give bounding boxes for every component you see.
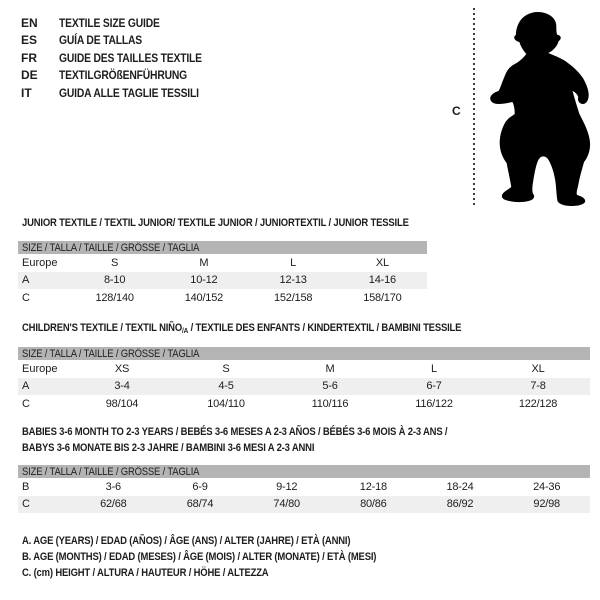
table-row-europe: Europe XS S M L XL — [18, 360, 590, 378]
cell: M — [199, 256, 209, 269]
cell: 24-36 — [533, 480, 561, 493]
cell: 152/158 — [273, 291, 313, 304]
lang-title: GUIDA ALLE TAGLIE TESSILI — [59, 85, 199, 100]
cell: S — [222, 362, 230, 375]
cell: 9-12 — [276, 480, 298, 493]
cell: XS — [114, 362, 130, 375]
table-row-height: C 62/68 68/74 74/80 80/86 86/92 92/98 — [18, 495, 590, 513]
lang-row-en: EN TEXTILE SIZE GUIDE — [21, 14, 225, 32]
table-row-age: A 3-4 4-5 5-6 6-7 7-8 — [18, 377, 590, 395]
junior-size-table: SIZE / TALLA / TAILLE / GRÖSSE / TAGLIA … — [18, 241, 427, 307]
cell: 12-13 — [279, 274, 307, 287]
table-row-age: A 8-10 10-12 12-13 14-16 — [18, 271, 427, 289]
cell: M — [325, 362, 335, 375]
cell: 122/128 — [518, 397, 558, 410]
table-row-height: C 98/104 104/110 110/116 116/122 122/128 — [18, 395, 590, 413]
row-label: A — [22, 274, 30, 287]
junior-section-title: JUNIOR TEXTILE / TEXTIL JUNIOR/ TEXTILE … — [22, 217, 409, 229]
children-section-title: CHILDREN'S TEXTILE / TEXTIL NIÑO/A / TEX… — [22, 322, 462, 335]
lang-title: TEXTILGRÖßENFÜHRUNG — [59, 68, 188, 83]
baby-silhouette — [490, 12, 591, 206]
lang-title: TEXTILE SIZE GUIDE — [59, 15, 160, 30]
row-label: C — [22, 498, 30, 511]
lang-row-it: IT GUIDA ALLE TAGLIE TESSILI — [21, 84, 225, 102]
cell: L — [431, 362, 437, 375]
height-measure-dotted-line — [473, 8, 475, 208]
cell: 12-18 — [359, 480, 387, 493]
cell: 74/80 — [273, 498, 300, 511]
cell: 3-4 — [114, 380, 130, 393]
table-row-age-months: B 3-6 6-9 9-12 12-18 18-24 24-36 — [18, 478, 590, 496]
babies-section-title: BABIES 3-6 MONTH TO 2-3 YEARS / BEBÉS 3-… — [22, 426, 448, 454]
cell: 7-8 — [530, 380, 546, 393]
lang-row-fr: FR GUIDE DES TAILLES TEXTILE — [21, 49, 225, 67]
cell: 68/74 — [186, 498, 214, 511]
cell: 140/152 — [184, 291, 224, 304]
size-header-bar: SIZE / TALLA / TAILLE / GRÖSSE / TAGLIA — [18, 347, 590, 360]
cell: 10-12 — [190, 274, 218, 287]
cell: 92/98 — [533, 498, 560, 511]
cell: 80/86 — [360, 498, 387, 511]
cell: 128/140 — [95, 291, 134, 304]
nino-a-subscript: /A — [182, 326, 189, 335]
size-header-bar: SIZE / TALLA / TAILLE / GRÖSSE / TAGLIA — [18, 465, 590, 478]
legend-line-a: A. AGE (YEARS) / EDAD (AÑOS) / ÂGE (ANS)… — [22, 535, 351, 547]
cell: 158/170 — [363, 291, 402, 304]
measure-label-c: C — [452, 104, 461, 118]
cell: 110/116 — [311, 397, 349, 410]
cell: L — [290, 256, 297, 269]
cell: 62/68 — [100, 498, 127, 511]
size-header-bar: SIZE / TALLA / TAILLE / GRÖSSE / TAGLIA — [18, 241, 427, 254]
row-label: Europe — [22, 362, 58, 375]
lang-code: IT — [21, 85, 32, 100]
row-label: B — [22, 480, 30, 493]
cell: 4-5 — [218, 380, 234, 393]
table-row-height: C 128/140 140/152 152/158 158/170 — [18, 289, 427, 307]
cell: 98/104 — [105, 397, 139, 410]
cell: 5-6 — [322, 380, 338, 393]
row-label: A — [22, 380, 30, 393]
row-label: C — [22, 397, 30, 410]
cell: XL — [375, 256, 389, 269]
row-label: C — [22, 291, 30, 304]
legend-line-b: B. AGE (MONTHS) / EDAD (MESES) / ÂGE (MO… — [22, 551, 377, 563]
cell: 8-10 — [104, 274, 126, 287]
cell: 104/110 — [207, 397, 245, 410]
cell: 18-24 — [446, 480, 474, 493]
children-size-table: SIZE / TALLA / TAILLE / GRÖSSE / TAGLIA … — [18, 347, 590, 413]
lang-code: DE — [21, 68, 38, 83]
cell: 86/92 — [446, 498, 474, 511]
cell: XL — [531, 362, 545, 375]
cell: 6-7 — [426, 380, 442, 393]
lang-title: GUÍA DE TALLAS — [59, 33, 143, 48]
cell: 116/122 — [415, 397, 453, 410]
lang-title: GUIDE DES TAILLES TEXTILE — [59, 50, 202, 65]
cell: 3-6 — [105, 480, 122, 493]
lang-code: ES — [21, 33, 38, 48]
babies-size-table: SIZE / TALLA / TAILLE / GRÖSSE / TAGLIA … — [18, 465, 590, 513]
legend-line-c: C. (cm) HEIGHT / ALTURA / HAUTEUR / HÖHE… — [22, 567, 269, 579]
lang-row-de: DE TEXTILGRÖßENFÜHRUNG — [21, 67, 225, 85]
lang-code: EN — [21, 15, 38, 30]
language-title-list: EN TEXTILE SIZE GUIDE ES GUÍA DE TALLAS … — [21, 14, 225, 102]
row-label: Europe — [22, 256, 58, 269]
cell: 14-16 — [368, 274, 396, 287]
cell: 6-9 — [192, 480, 208, 493]
lang-code: FR — [21, 50, 37, 65]
table-row-europe: Europe S M L XL — [18, 254, 427, 272]
cell: S — [111, 256, 119, 269]
lang-row-es: ES GUÍA DE TALLAS — [21, 32, 225, 50]
measurement-legend: A. AGE (YEARS) / EDAD (AÑOS) / ÂGE (ANS)… — [22, 535, 434, 583]
